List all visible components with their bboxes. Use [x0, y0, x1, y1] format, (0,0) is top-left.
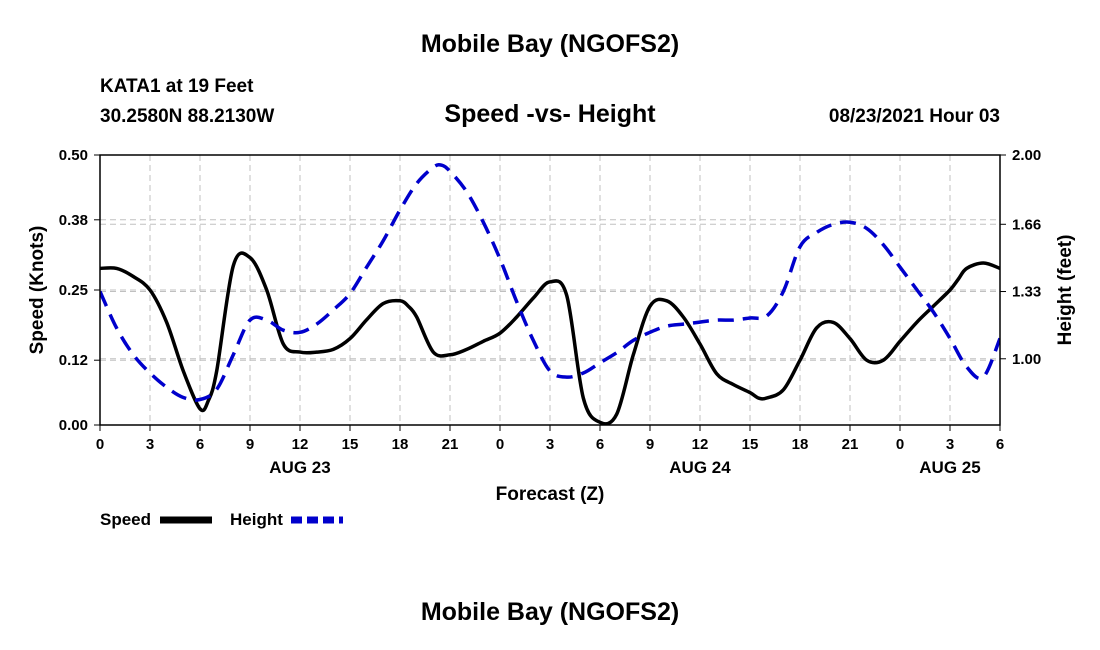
speed-series-line: [100, 251, 1000, 425]
legend: Speed Height: [100, 510, 343, 529]
station-label: KATA1 at 19 Feet: [100, 76, 254, 97]
height-series-line: [100, 162, 1000, 402]
x-tick-label: 9: [246, 436, 254, 453]
x-tick-label: 0: [496, 436, 504, 453]
axis-layer: 0 3 6 9 12 15 18 21 0 3 6 9 12 15 18 21 0 3 6 AUG 23 AUG 24 A…: [59, 147, 1041, 477]
x-tick-label: 21: [842, 436, 859, 453]
x-tick-label: 3: [546, 436, 554, 453]
x-tick-label: 6: [596, 436, 604, 453]
legend-speed-label: Speed: [100, 510, 151, 529]
legend-height-label: Height: [230, 510, 283, 529]
y-tick-label-left: 0.12: [59, 352, 88, 369]
y-tick-label-right: 1.00: [1012, 351, 1041, 368]
x-date-label: AUG 23: [269, 458, 330, 477]
grid-layer: [100, 155, 1000, 425]
x-date-label: AUG 25: [919, 458, 980, 477]
y-axis-label-left: Speed (Knots): [27, 226, 48, 355]
x-tick-label: 21: [442, 436, 459, 453]
y-tick-label-right: 1.33: [1012, 284, 1041, 301]
x-tick-label: 0: [96, 436, 104, 453]
x-tick-label: 3: [146, 436, 154, 453]
y-tick-label-right: 1.66: [1012, 216, 1041, 233]
x-tick-label: 15: [742, 436, 759, 453]
x-tick-label: 15: [342, 436, 359, 453]
y-axis-label-right: Height (feet): [1055, 235, 1076, 346]
x-tick-label: 0: [896, 436, 904, 453]
x-tick-label: 18: [792, 436, 809, 453]
chart-subtitle: Speed -vs- Height: [444, 100, 656, 128]
x-tick-label: 12: [292, 436, 309, 453]
chart-title-bottom: Mobile Bay (NGOFS2): [420, 598, 680, 626]
chart-title-top: Mobile Bay (NGOFS2): [420, 30, 680, 58]
station-coordinates: 30.2580N 88.2130W: [100, 106, 275, 127]
y-tick-label-left: 0.50: [59, 147, 88, 164]
y-tick-label-left: 0.25: [59, 282, 88, 299]
y-tick-label-left: 0.00: [59, 417, 88, 434]
x-tick-label: 6: [196, 436, 204, 453]
x-tick-label: 12: [692, 436, 709, 453]
x-date-label: AUG 24: [669, 458, 731, 477]
y-tick-label-right: 2.00: [1012, 147, 1041, 164]
x-tick-label: 18: [392, 436, 409, 453]
series-layer: [100, 162, 1000, 425]
x-tick-label: 6: [996, 436, 1004, 453]
x-axis-label: Forecast (Z): [496, 484, 605, 505]
forecast-datetime: 08/23/2021 Hour 03: [828, 106, 1000, 127]
y-tick-label-left: 0.38: [59, 212, 88, 229]
x-tick-label: 3: [946, 436, 954, 453]
x-tick-label: 9: [646, 436, 654, 453]
